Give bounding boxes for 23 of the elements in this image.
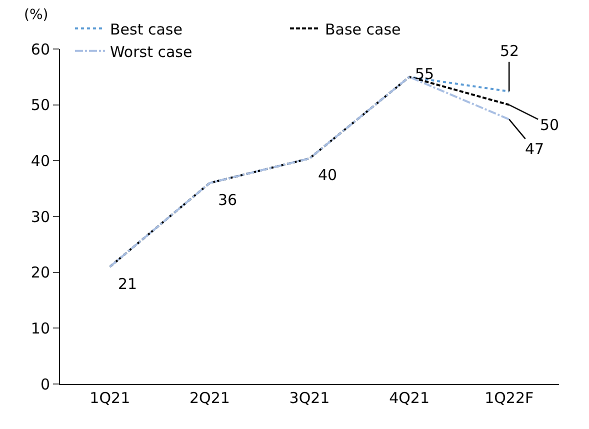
data-label: 55 xyxy=(415,65,434,83)
legend-label: Best case xyxy=(110,20,182,38)
y-tick-label: 10 xyxy=(30,319,50,338)
y-tick-label: 50 xyxy=(30,96,50,114)
x-tick-label: 1Q22F xyxy=(484,389,534,407)
legend-label: Worst case xyxy=(110,42,192,61)
data-label: 47 xyxy=(525,140,544,158)
x-tick-label: 2Q21 xyxy=(189,389,230,407)
data-label: 50 xyxy=(540,116,560,134)
y-tick-label: 30 xyxy=(30,208,50,226)
x-tick-label: 4Q21 xyxy=(389,389,430,407)
legend-label: Base case xyxy=(324,20,401,38)
x-tick-label: 3Q21 xyxy=(289,389,330,407)
data-label: 52 xyxy=(500,42,520,60)
x-tick-label: 1Q21 xyxy=(90,389,130,407)
data-label: 21 xyxy=(118,275,138,293)
y-axis-title: (%) xyxy=(24,7,48,23)
data-label: 36 xyxy=(218,191,238,209)
y-tick-label: 40 xyxy=(30,152,50,170)
y-tick-label: 0 xyxy=(40,375,50,394)
data-label: 40 xyxy=(318,166,338,184)
y-tick-label: 60 xyxy=(30,40,50,58)
y-tick-label: 20 xyxy=(30,264,50,282)
